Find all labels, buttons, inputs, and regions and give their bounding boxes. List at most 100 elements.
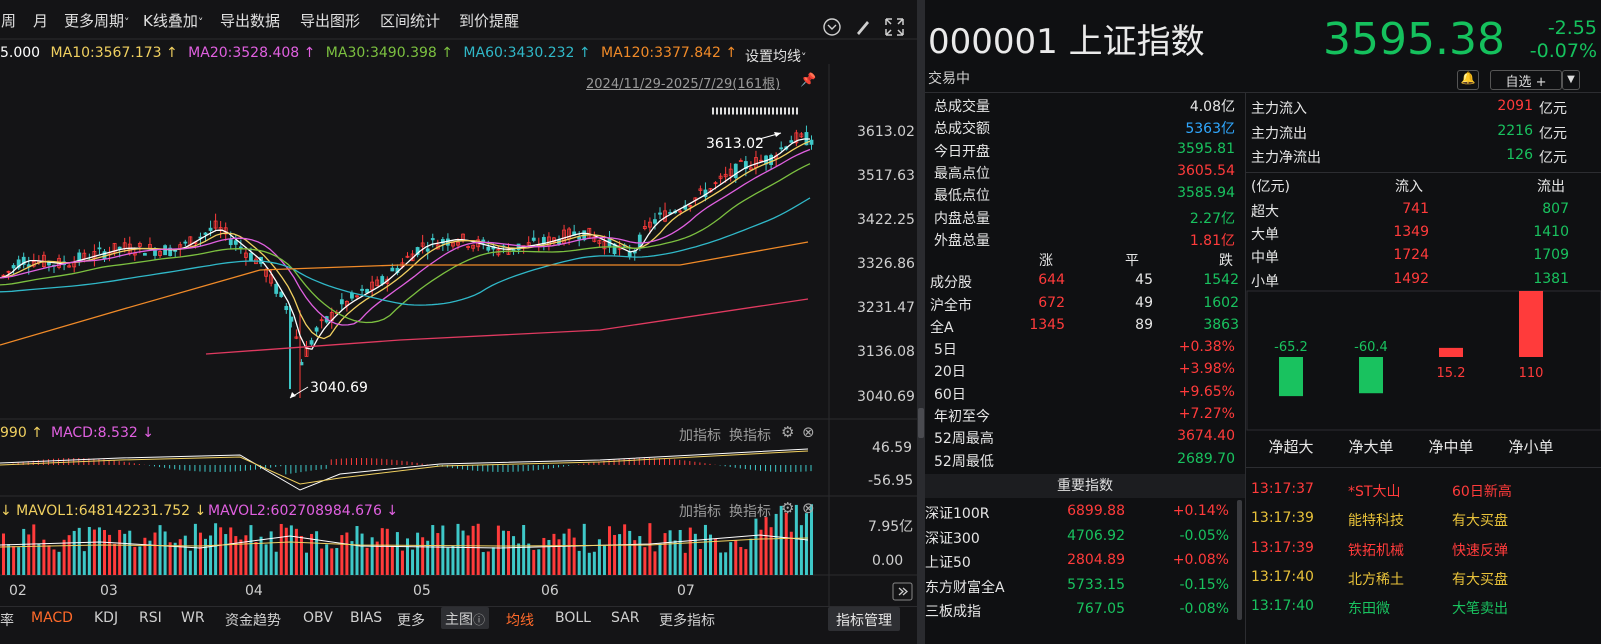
ticker-stock[interactable]: *ST大山: [1348, 484, 1401, 500]
brush-icon[interactable]: [857, 21, 869, 35]
ma-settings-button[interactable]: 设置均线˅: [745, 49, 807, 65]
add-indicator-button[interactable]: 加指标: [679, 504, 721, 520]
gear-icon[interactable]: ⚙: [781, 499, 795, 517]
more-period-menu[interactable]: 更多周期˅: [64, 12, 130, 30]
candle: [749, 167, 753, 170]
splitter-handle[interactable]: [918, 408, 924, 438]
close-icon[interactable]: ⊗: [802, 499, 815, 517]
stat-label: 总成交量: [934, 99, 990, 115]
tab-rsi[interactable]: RSI: [139, 610, 162, 626]
index-name[interactable]: 东方财富全A: [925, 579, 1005, 596]
stat-label: 总成交额: [934, 121, 990, 138]
period-week[interactable]: 周: [1, 12, 17, 30]
candle: [577, 236, 582, 240]
panel-splitter[interactable]: [917, 0, 925, 644]
index-name[interactable]: 深证100R: [925, 506, 990, 522]
expand-panel-button[interactable]: [892, 582, 913, 601]
candle: [238, 246, 243, 249]
volume-bar: [517, 543, 521, 575]
candle: [430, 238, 435, 241]
tab-boll[interactable]: BOLL: [555, 610, 591, 626]
volume-bar: [729, 542, 733, 575]
volume-bar: [77, 527, 81, 575]
breadth-down: 3863: [1203, 317, 1239, 333]
add-watchlist-button[interactable]: 自选 +: [1490, 70, 1562, 90]
ticker-stock[interactable]: 能特科技: [1348, 513, 1404, 530]
ma-line: [0, 138, 810, 350]
candle: [809, 139, 814, 145]
ticker-time: 13:17:37: [1251, 481, 1314, 497]
price-change-pct: -0.07%: [1529, 40, 1597, 62]
tab-bias[interactable]: BIAS: [350, 610, 383, 626]
net-flow-value: -60.4: [1354, 340, 1388, 355]
tab-wr[interactable]: WR: [181, 610, 205, 626]
switch-indicator-button[interactable]: 换指标: [729, 428, 771, 444]
volume-bar: [345, 532, 349, 575]
volume-bar: [183, 535, 187, 575]
mavol1-line: [0, 534, 809, 549]
index-value: 2804.89: [1067, 552, 1125, 568]
watchlist-dropdown[interactable]: ▼: [1562, 70, 1580, 90]
volume-bar: [734, 540, 738, 575]
period-value: +0.38%: [1178, 339, 1235, 355]
bell-icon[interactable]: 🔔: [1457, 70, 1479, 90]
volume-bar: [613, 534, 617, 575]
tab-more-indicators[interactable]: 更多指标: [659, 613, 715, 629]
tab-obv[interactable]: OBV: [303, 610, 333, 626]
candle: [648, 221, 652, 228]
stat-value: 3585.94: [1177, 185, 1235, 202]
close-icon[interactable]: ⊗: [802, 423, 815, 441]
ticker-event: 有大买盘: [1452, 513, 1508, 530]
volume-bar: [158, 525, 162, 575]
index-pct: -0.05%: [1179, 527, 1229, 544]
tab-rate[interactable]: 率: [0, 613, 14, 629]
index-value: 5733.15: [1067, 576, 1125, 593]
tab-kdj[interactable]: KDJ: [94, 610, 119, 626]
export-chart-button[interactable]: 导出图形: [300, 12, 361, 30]
export-data-button[interactable]: 导出数据: [220, 12, 281, 30]
volume-bar: [188, 550, 192, 575]
add-indicator-button[interactable]: 加指标: [679, 428, 721, 444]
volume-bar: [724, 552, 728, 575]
candle: [759, 159, 763, 162]
candle: [713, 182, 718, 185]
ticker-stock[interactable]: 东田微: [1348, 601, 1390, 618]
candle: [597, 239, 602, 244]
index-name[interactable]: 三板成指: [925, 604, 981, 620]
index-name[interactable]: 深证300: [925, 530, 980, 547]
price-alert-button[interactable]: 到价提醒: [459, 12, 520, 30]
tab-ma[interactable]: 均线: [506, 613, 534, 629]
collapse-icon[interactable]: [823, 18, 841, 36]
chart-toolbar: 周 月 更多周期˅ K线叠加˅ 导出数据 导出图形 区间统计 到价提醒: [0, 8, 917, 32]
volume-bar: [577, 550, 581, 575]
period-month[interactable]: 月: [33, 12, 49, 30]
scrollbar[interactable]: [1237, 500, 1242, 620]
flow-unit: 亿元: [1539, 101, 1567, 117]
date-range[interactable]: 2024/11/29-2025/7/29(161根): [586, 77, 781, 92]
index-name[interactable]: 上证50: [925, 555, 971, 571]
volume-bar: [582, 523, 586, 575]
flow-out: 1709: [1533, 247, 1569, 264]
volume-bar: [289, 525, 293, 575]
volume-bar: [118, 529, 122, 575]
volume-bar: [618, 534, 622, 575]
fullscreen-icon[interactable]: [885, 18, 904, 36]
tab-macd[interactable]: MACD: [31, 610, 73, 626]
tab-fund-trend[interactable]: 资金趋势: [225, 613, 281, 629]
ticker-stock[interactable]: 北方稀土: [1348, 571, 1404, 588]
indicator-manage-button[interactable]: 指标管理: [828, 607, 900, 631]
volume-bar: [496, 525, 500, 575]
range-stats-button[interactable]: 区间统计: [380, 12, 441, 30]
pin-icon[interactable]: 📌: [800, 73, 817, 88]
volume-bar: [703, 524, 707, 575]
ticker-stock[interactable]: 铁拓机械: [1348, 542, 1404, 559]
tab-sar[interactable]: SAR: [611, 610, 640, 626]
switch-indicator-button[interactable]: 换指标: [729, 504, 771, 520]
kline-overlay-menu[interactable]: K线叠加˅: [143, 12, 204, 30]
main-chart-toggle[interactable]: 主图ⓘ: [441, 607, 490, 629]
net-flow-bar: [1359, 357, 1383, 394]
candle: [370, 281, 375, 291]
gear-icon[interactable]: ⚙: [781, 423, 795, 441]
volume-bar: [193, 523, 197, 575]
tab-more[interactable]: 更多: [397, 613, 425, 629]
